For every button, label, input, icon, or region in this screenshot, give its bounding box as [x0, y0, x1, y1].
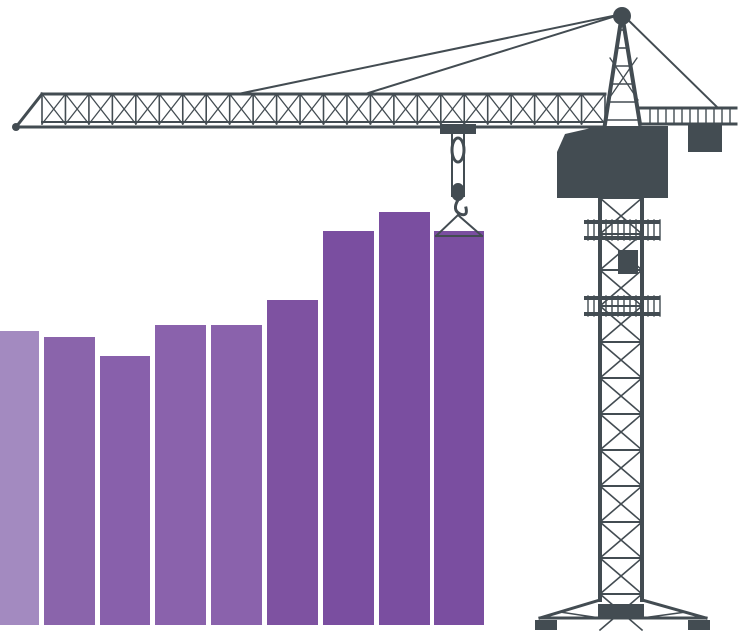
bar-8	[379, 212, 430, 625]
bar-7	[323, 231, 374, 625]
bar-1	[0, 331, 39, 625]
bar-2	[44, 337, 95, 625]
bar-6	[267, 300, 318, 625]
bar-4	[155, 325, 206, 625]
bar-3	[100, 356, 150, 625]
bar-5	[211, 325, 262, 625]
bar-9	[434, 231, 484, 625]
